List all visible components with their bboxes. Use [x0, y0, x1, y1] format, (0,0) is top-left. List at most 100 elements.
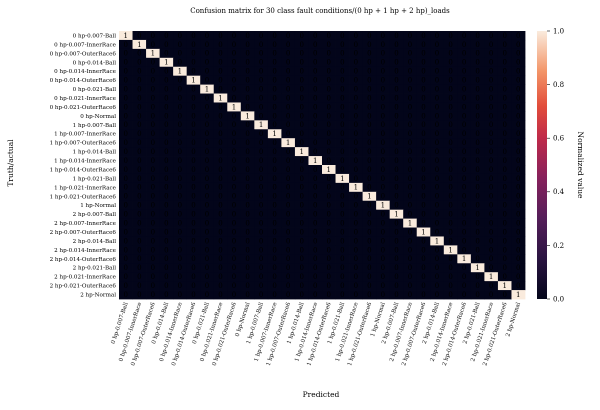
cell-value-label: 0 [272, 291, 276, 299]
heatmap-cell [267, 84, 282, 94]
cell-value-label: 0 [327, 148, 331, 156]
cell-value-label: 0 [381, 94, 385, 102]
cell-value-label: 0 [232, 41, 236, 49]
heatmap-cell [213, 75, 228, 85]
cell-value-label: 0 [259, 282, 263, 290]
heatmap-cell [470, 236, 485, 246]
cell-value-label: 0 [489, 228, 493, 236]
heatmap-cell [159, 200, 174, 211]
cell-value-label: 1 [381, 202, 385, 210]
cell-value-label: 0 [462, 103, 466, 111]
heatmap-cell [146, 227, 160, 237]
cell-value-label: 0 [327, 59, 331, 67]
cell-value-label: 0 [408, 175, 412, 183]
heatmap-cell [213, 272, 228, 282]
heatmap-cell [484, 200, 499, 211]
heatmap-cell [294, 39, 309, 50]
heatmap-cell [322, 156, 336, 166]
cell-value-label: 0 [191, 85, 195, 93]
cell-value-label: 0 [354, 103, 358, 111]
heatmap-cell [294, 254, 309, 264]
heatmap-cell [254, 84, 269, 94]
cell-value-label: 0 [435, 157, 439, 165]
heatmap-cell [186, 263, 201, 273]
heatmap-cell [159, 138, 174, 148]
heatmap-cell [267, 93, 282, 103]
heatmap-cell [335, 209, 350, 219]
heatmap-cell [132, 191, 147, 202]
cell-value-label: 0 [475, 139, 479, 147]
cell-value-label: 0 [205, 282, 209, 290]
cell-value-label: 0 [502, 77, 506, 85]
cell-value-label: 0 [421, 148, 425, 156]
cell-value-label: 0 [327, 211, 331, 219]
cell-value-label: 0 [448, 219, 452, 227]
cell-value-label: 0 [448, 148, 452, 156]
heatmap-cell [389, 254, 404, 264]
heatmap-cell [146, 173, 160, 184]
heatmap-cell-diagonal [186, 75, 201, 85]
cell-value-label: 0 [313, 202, 317, 210]
heatmap-cell [443, 129, 458, 139]
heatmap-cell [254, 200, 269, 211]
cell-value-label: 0 [502, 219, 506, 227]
cell-value-label: 0 [259, 193, 263, 201]
cell-value-label: 0 [245, 139, 249, 147]
heatmap-cell [416, 39, 431, 50]
cell-value-label: 0 [435, 94, 439, 102]
heatmap-cell [132, 165, 147, 175]
heatmap-cell [430, 138, 445, 148]
y-tick-label: 1 hp-0.014-InnerRace [54, 159, 117, 165]
heatmap-cell [213, 84, 228, 94]
heatmap-cell [443, 111, 458, 121]
heatmap-cell [470, 48, 485, 59]
cell-value-label: 0 [408, 94, 412, 102]
heatmap-cell [362, 84, 377, 94]
heatmap-cell-diagonal [376, 200, 391, 211]
cell-value-label: 0 [151, 282, 155, 290]
cell-value-label: 0 [286, 85, 290, 93]
heatmap-cell [186, 227, 201, 237]
cell-value-label: 0 [313, 41, 317, 49]
heatmap-cell [281, 48, 296, 59]
cell-value-label: 0 [421, 59, 425, 67]
cell-value-label: 0 [191, 50, 195, 58]
heatmap-cell [416, 111, 431, 121]
heatmap-cell [376, 75, 391, 85]
heatmap-cell [362, 138, 377, 148]
heatmap-cell [213, 236, 228, 246]
heatmap-cell [376, 120, 391, 130]
cell-value-label: 1 [421, 228, 425, 236]
heatmap-cell [376, 218, 391, 228]
cell-value-label: 0 [408, 228, 412, 236]
cell-value-label: 0 [381, 175, 385, 183]
cell-value-label: 0 [272, 94, 276, 102]
cell-value-label: 0 [502, 157, 506, 165]
cell-value-label: 0 [516, 219, 520, 227]
heatmap-cell [497, 48, 512, 59]
cell-value-label: 0 [164, 237, 168, 245]
cell-value-label: 0 [299, 157, 303, 165]
cell-value-label: 0 [327, 77, 331, 85]
heatmap-cell [497, 39, 512, 50]
cell-value-label: 0 [218, 291, 222, 299]
cell-value-label: 0 [421, 291, 425, 299]
heatmap-cell [430, 84, 445, 94]
y-tick-label: 1 hp-0.021-OuterRace6 [50, 194, 117, 200]
cell-value-label: 0 [516, 130, 520, 138]
heatmap-cell [213, 57, 228, 68]
y-axis-label: Truth/actual [6, 139, 15, 187]
cell-value-label: 0 [367, 41, 371, 49]
cell-value-label: 0 [191, 68, 195, 76]
heatmap-cell [173, 200, 188, 211]
heatmap-cell [362, 57, 377, 68]
heatmap-cell [146, 66, 160, 77]
cell-value-label: 0 [421, 139, 425, 147]
heatmap-cell [335, 111, 350, 121]
heatmap-cell [403, 129, 418, 139]
heatmap-cell [119, 39, 133, 50]
cell-value-label: 0 [435, 85, 439, 93]
cell-value-label: 0 [408, 282, 412, 290]
cell-value-label: 0 [462, 184, 466, 192]
cell-value-label: 0 [381, 85, 385, 93]
